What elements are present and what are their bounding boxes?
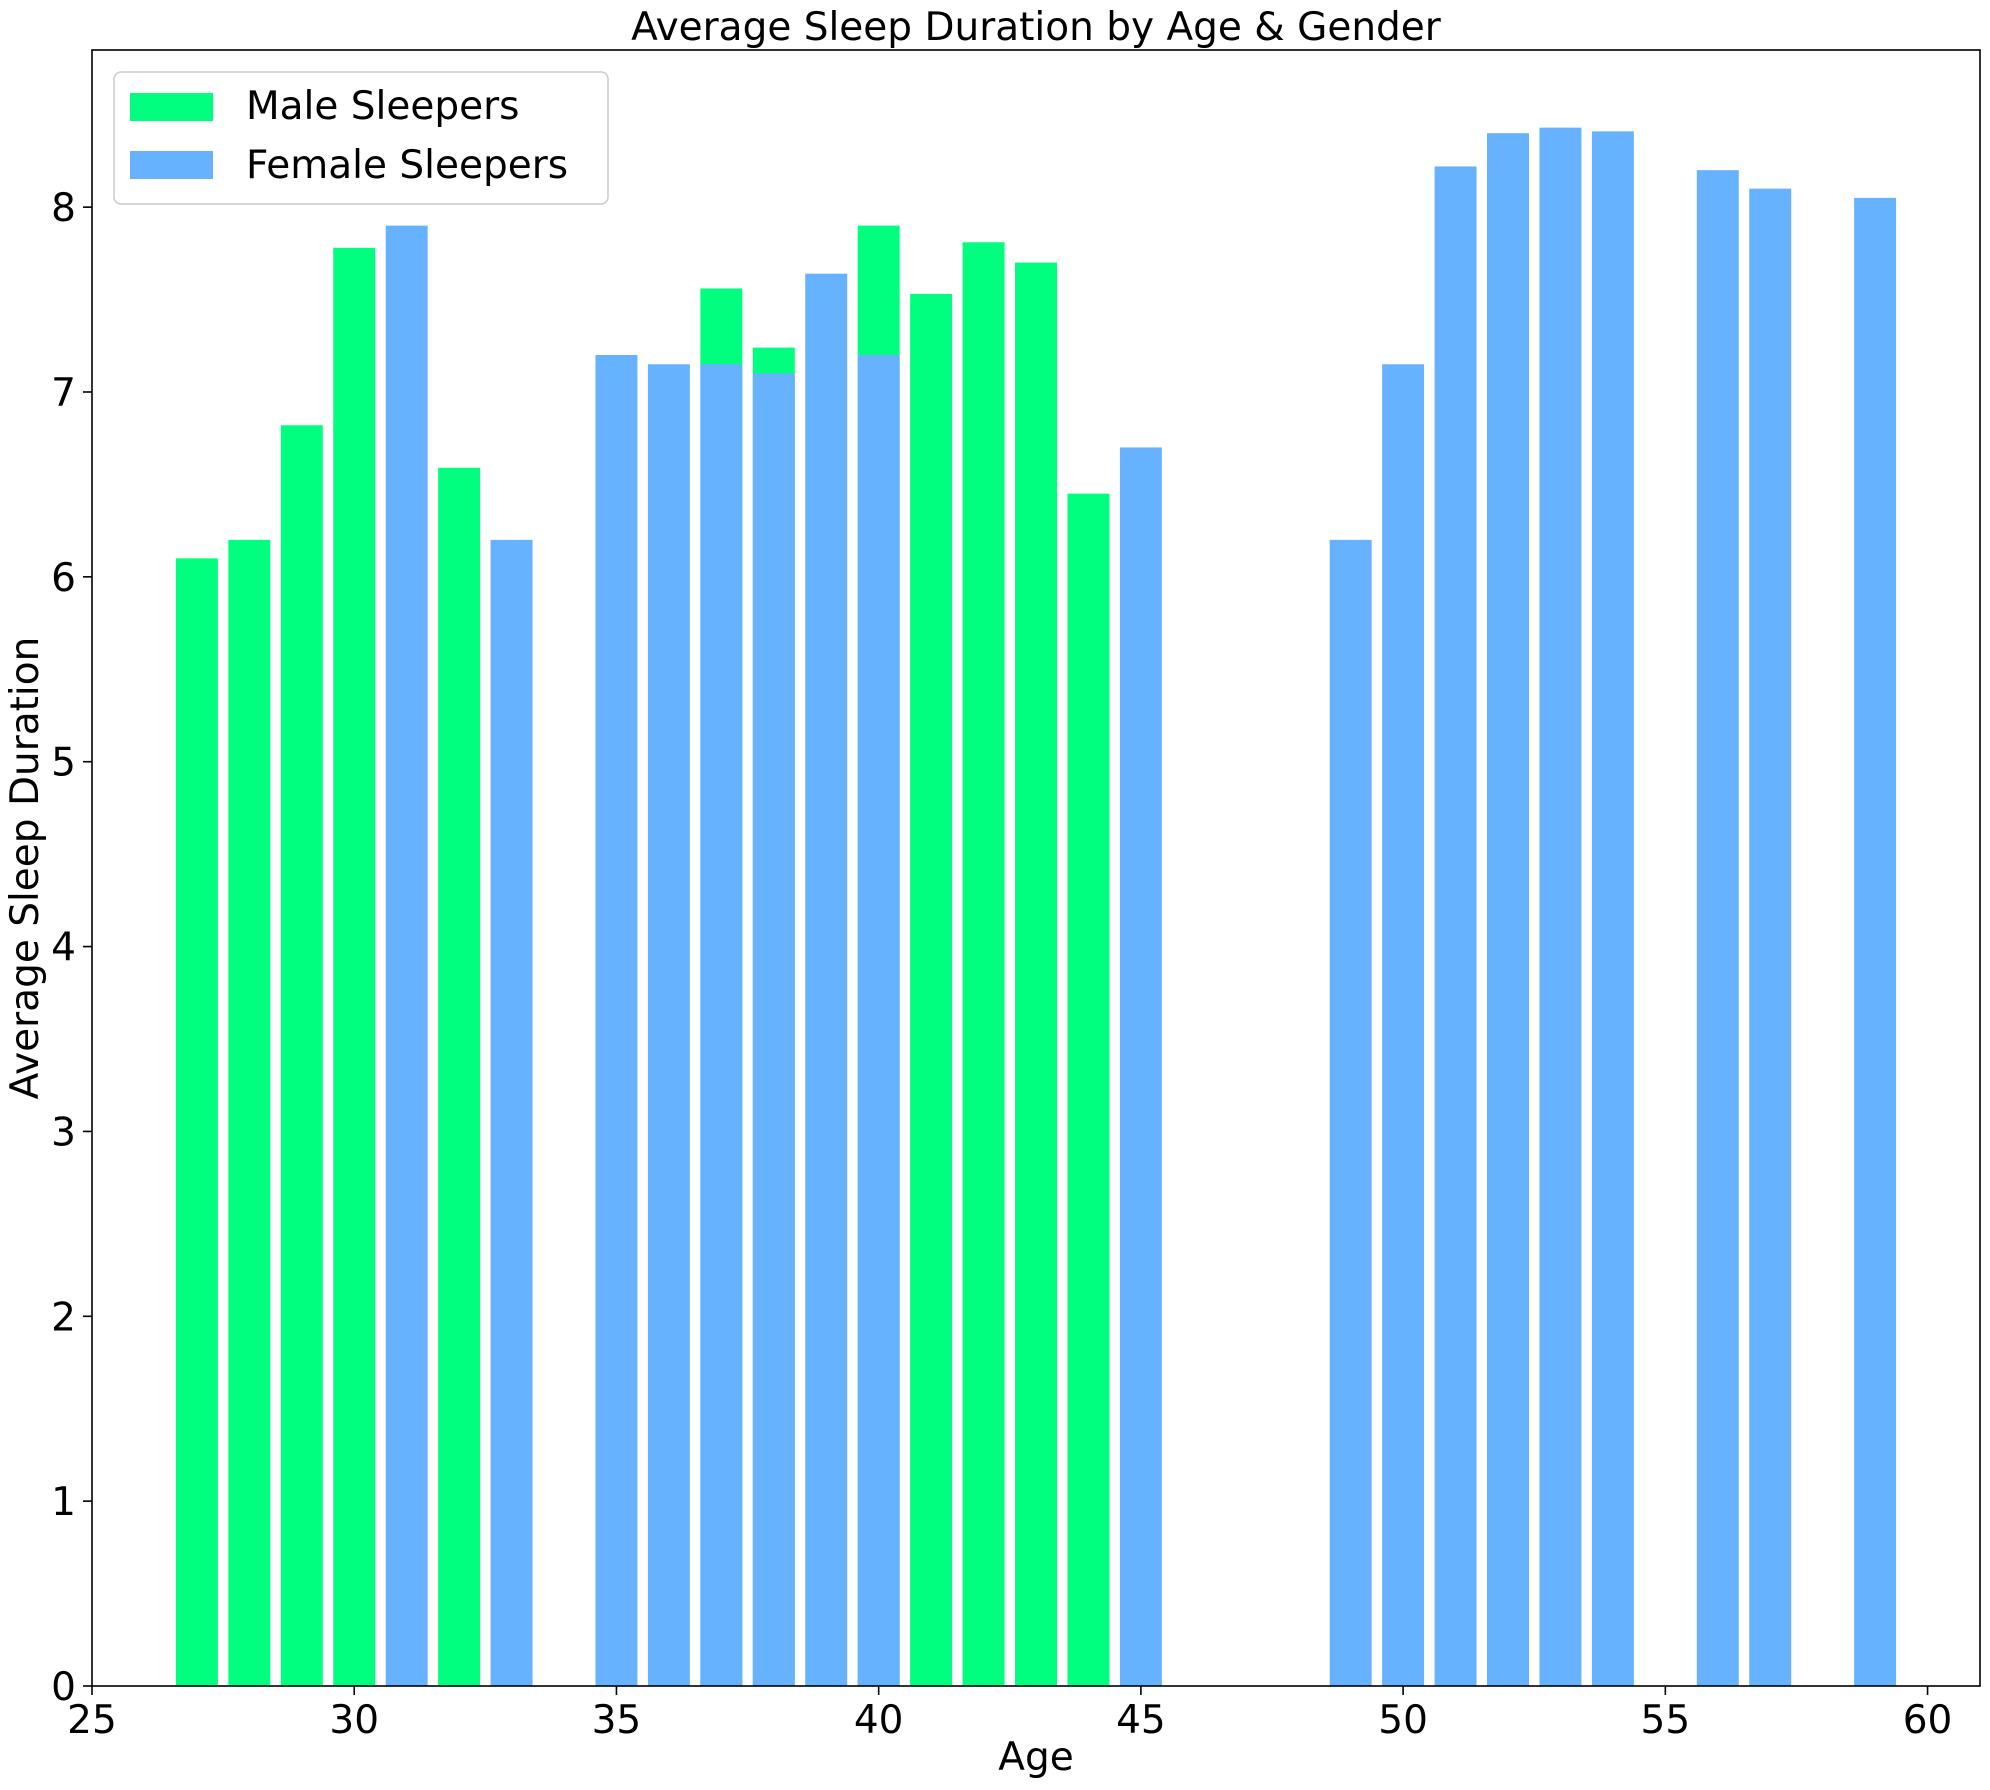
bar-female-age-52	[1487, 133, 1529, 1687]
x-tick-label: 50	[1378, 1698, 1428, 1743]
y-tick-label: 4	[51, 926, 76, 971]
y-tick-label: 3	[51, 1110, 76, 1155]
x-tick-label: 25	[67, 1698, 117, 1743]
x-tick-label: 55	[1641, 1698, 1691, 1743]
bar-female-age-37	[700, 364, 743, 1686]
bar-female-age-36	[647, 364, 690, 1686]
bar-female-age-57	[1749, 188, 1792, 1686]
bar-female-age-59	[1854, 197, 1897, 1686]
legend-swatch-female	[130, 151, 213, 179]
y-tick-label: 8	[51, 186, 76, 231]
bar-female-age-33	[490, 539, 533, 1686]
x-axis-label: Age	[998, 1735, 1073, 1780]
legend-label-female: Female Sleepers	[246, 143, 568, 188]
y-tick-label: 2	[51, 1295, 76, 1340]
x-axis-ticks: 25 30 35 40 45 50 55 60	[67, 1686, 1952, 1743]
bar-male-age-28	[228, 539, 271, 1686]
x-tick-label: 30	[329, 1698, 379, 1743]
y-tick-label: 5	[51, 741, 76, 786]
bar-male-age-43	[1015, 262, 1057, 1687]
bars-layer	[175, 127, 1897, 1687]
bar-male-age-27	[175, 558, 218, 1686]
bar-female-age-31	[385, 225, 428, 1686]
bar-female-age-51	[1434, 166, 1477, 1687]
bar-female-age-50	[1382, 364, 1425, 1686]
legend-swatch-male	[130, 93, 213, 121]
bar-male-age-32	[438, 467, 481, 1686]
x-tick-label: 60	[1903, 1698, 1953, 1743]
y-tick-label: 6	[51, 556, 76, 601]
y-tick-label: 0	[51, 1665, 76, 1710]
legend: Male Sleepers Female Sleepers	[113, 71, 609, 205]
bar-female-age-45	[1119, 447, 1162, 1687]
bar-male-age-41	[910, 294, 953, 1686]
y-tick-label: 7	[51, 371, 76, 416]
bar-female-age-54	[1591, 131, 1634, 1687]
bar-female-age-38	[752, 373, 795, 1686]
bar-male-age-42	[962, 242, 1005, 1686]
y-tick-label: 1	[51, 1480, 76, 1525]
x-tick-label: 35	[592, 1698, 642, 1743]
bar-female-age-35	[595, 355, 638, 1686]
x-tick-label: 40	[854, 1698, 904, 1743]
bar-female-age-56	[1696, 170, 1739, 1686]
bar-female-age-40	[857, 355, 900, 1686]
bar-male-age-30	[333, 247, 376, 1686]
y-axis-ticks: 0 1 2 3 4 5 6 7 8	[51, 186, 92, 1710]
bar-male-age-44	[1067, 493, 1110, 1686]
x-tick-label: 45	[1116, 1698, 1166, 1743]
chart-title: Average Sleep Duration by Age & Gender	[631, 5, 1442, 50]
legend-label-male: Male Sleepers	[246, 84, 519, 129]
bar-female-age-39	[805, 273, 848, 1687]
bar-female-age-49	[1329, 539, 1372, 1686]
plot-frame	[91, 49, 1981, 1687]
y-axis-label: Average Sleep Duration	[3, 637, 48, 1100]
bar-male-age-29	[280, 425, 323, 1686]
bar-female-age-53	[1539, 127, 1582, 1686]
legend-box	[113, 71, 609, 205]
